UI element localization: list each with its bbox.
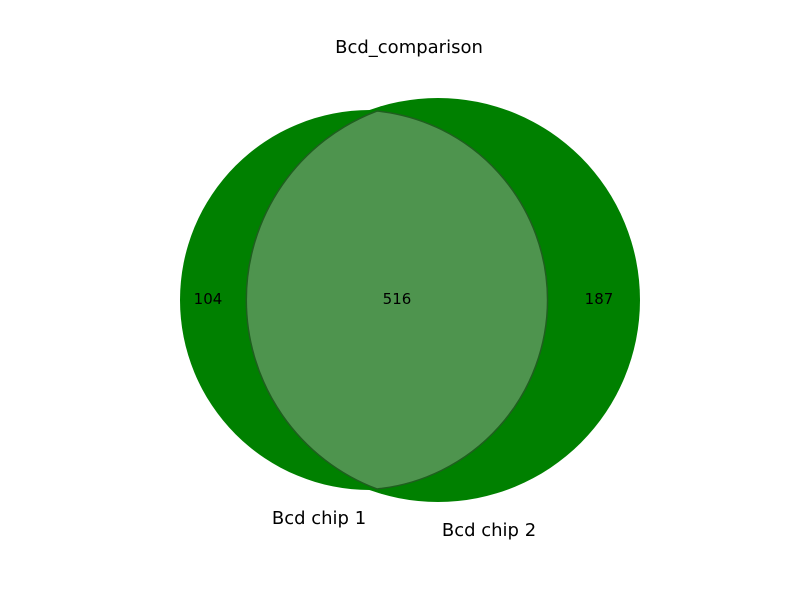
set-b-only-count: 187 [585, 290, 614, 308]
chart-title: Bcd_comparison [335, 37, 483, 58]
set-a-label: Bcd chip 1 [272, 508, 366, 529]
intersection-count: 516 [383, 290, 412, 308]
set-a-only-count: 104 [194, 290, 223, 308]
overlap-region [245, 110, 549, 490]
set-b-label: Bcd chip 2 [442, 520, 536, 541]
